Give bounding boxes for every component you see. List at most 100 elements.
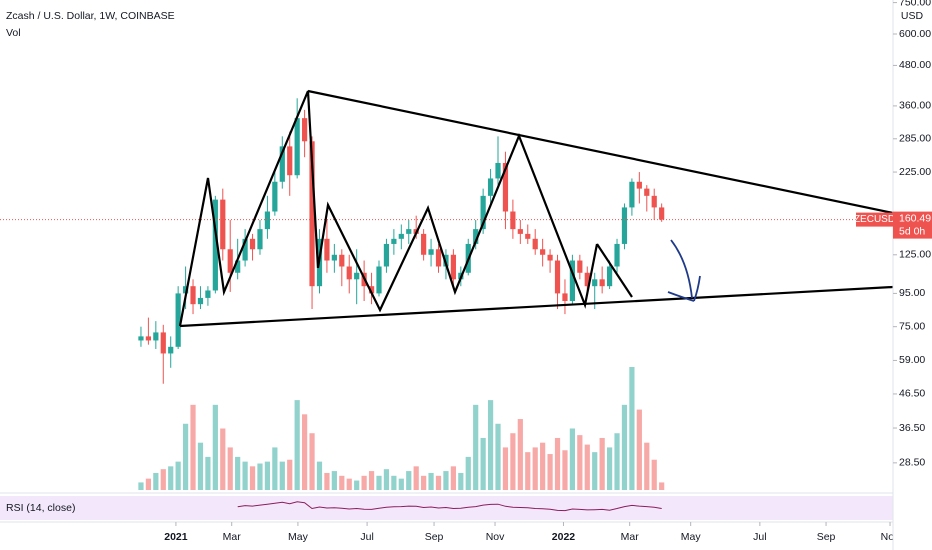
candle-body: [376, 266, 382, 294]
candle-body: [257, 229, 263, 250]
volume-bar: [257, 463, 263, 490]
candle-body: [584, 272, 590, 287]
candle-body: [391, 238, 397, 244]
volume-bar: [606, 447, 613, 490]
volume-bar: [465, 456, 471, 490]
volume-bar: [272, 447, 278, 490]
volume-bar: [212, 404, 218, 490]
volume-bar: [160, 469, 166, 490]
volume-bar: [458, 472, 464, 490]
candle-body: [242, 238, 248, 261]
volume-bar: [220, 428, 226, 490]
candle-body: [331, 254, 337, 261]
candle-body: [495, 162, 501, 179]
candle-body: [651, 195, 657, 208]
candle-body: [487, 178, 494, 196]
x-tick-label: Sep: [817, 531, 836, 543]
volume-bar: [487, 400, 494, 490]
volume-bar: [235, 456, 241, 490]
candle-body: [212, 199, 218, 291]
candle-body: [354, 272, 360, 280]
candle-body: [532, 238, 538, 250]
candle-body: [428, 249, 434, 255]
candle-body: [510, 211, 516, 230]
volume-bar: [473, 404, 479, 490]
volume-bar: [413, 466, 419, 490]
volume-bar: [659, 482, 665, 490]
volume-bar: [197, 442, 204, 490]
candle-body: [621, 207, 628, 244]
y-tick-label: 480.00: [899, 59, 931, 71]
zigzag-end: [596, 243, 633, 298]
x-axis: 2021 Mar May Jul Sep Nov 2022 Mar May Jul Sep Nov: [164, 522, 900, 543]
zigzag: [178, 90, 599, 327]
volume-bar: [354, 480, 360, 490]
volume-bar: [175, 461, 181, 490]
candle-body: [480, 195, 486, 230]
candle-body: [577, 260, 583, 273]
candle-body: [383, 243, 390, 267]
volume-bar: [376, 475, 382, 490]
symbol-name: ZECUSD: [854, 214, 895, 225]
candle-body: [138, 336, 144, 341]
rsi-line: [237, 501, 662, 512]
x-tick-label: May: [681, 531, 702, 543]
x-tick-label: Mar: [621, 531, 640, 543]
x-tick-label: Sep: [425, 531, 444, 543]
volume-bar: [554, 437, 561, 490]
volume-bar: [428, 472, 434, 490]
last-price: 160.49: [899, 212, 931, 224]
y-tick-label: 600.00: [899, 28, 931, 40]
x-tick-label: 2021: [164, 531, 188, 543]
candle-body: [547, 254, 553, 261]
rsi-pane: [237, 501, 662, 512]
candle-body: [309, 141, 315, 287]
trend-drawings: [178, 89, 894, 328]
candle-body: [249, 238, 256, 250]
candle-body: [398, 233, 404, 239]
candle-body: [554, 260, 561, 294]
candle-body: [302, 118, 308, 142]
x-tick-label: Jul: [360, 531, 373, 543]
y-tick-label: 36.50: [899, 422, 925, 434]
candle-body: [636, 181, 642, 189]
volume-bar: [309, 433, 315, 490]
upper-trendline: [307, 89, 894, 215]
volume-bar: [279, 461, 285, 490]
candle-body: [324, 238, 330, 261]
volume-bar: [138, 482, 144, 490]
candle-body: [190, 286, 196, 305]
volume-bar: [636, 409, 642, 490]
volume-bar: [316, 461, 323, 490]
volume-bar: [182, 423, 189, 490]
symbol-tag: [856, 212, 893, 227]
currency: USD: [901, 10, 924, 22]
y-tick-label: 95.00: [899, 287, 925, 299]
candle-body: [599, 279, 605, 287]
volume-bar: [264, 461, 271, 490]
volume-bar: [443, 471, 449, 490]
candle-body: [606, 266, 613, 287]
candle-body: [287, 146, 293, 176]
volume-bar: [324, 472, 330, 490]
candle-body: [368, 286, 375, 294]
candle-body: [592, 279, 598, 287]
y-tick-label: 285.00: [899, 133, 931, 145]
volume-bar: [480, 437, 486, 490]
candle-body: [339, 254, 345, 267]
candle-body: [279, 146, 285, 182]
volume-bar: [569, 428, 576, 490]
volume-bar: [153, 472, 159, 490]
volume-bar: [383, 469, 390, 490]
candle-body: [153, 332, 159, 341]
volume-bar: [302, 414, 308, 490]
volume-bar: [621, 404, 628, 490]
y-tick-label: 46.50: [899, 388, 925, 400]
candle-body: [227, 249, 233, 273]
candle-body: [562, 293, 568, 302]
candle-body: [517, 229, 523, 234]
y-tick-label: 750.00: [899, 0, 931, 8]
volume-bar: [495, 423, 501, 490]
y-tick-label: 75.00: [899, 320, 925, 332]
